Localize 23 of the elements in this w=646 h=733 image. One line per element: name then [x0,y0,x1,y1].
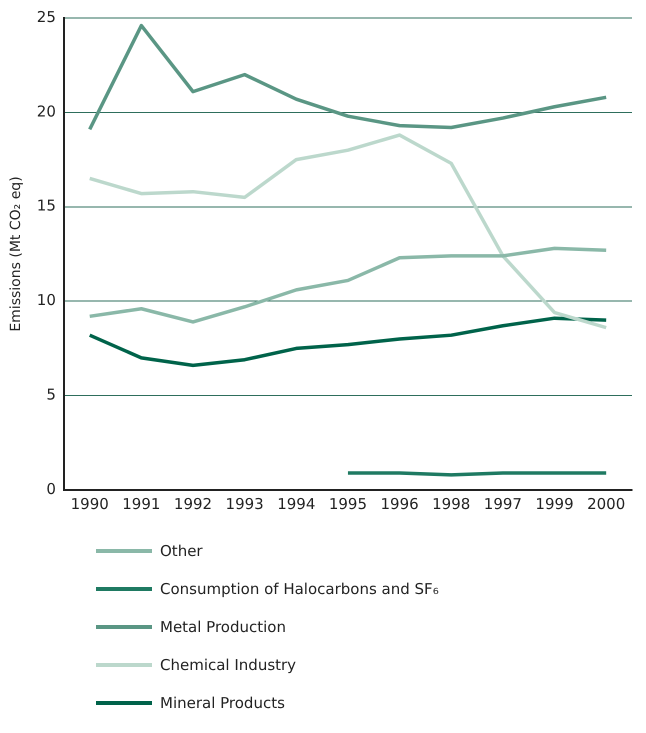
x-tick-label: 1999 [535,494,574,513]
x-tick-label: 1998 [432,494,470,513]
x-tick-label: 1995 [328,494,368,513]
legend-label: Chemical Industry [160,656,296,674]
y-tick-label: 0 [46,480,56,498]
legend-label: Metal Production [160,618,286,636]
legend-label: Other [160,542,203,560]
legend-label: Mineral Products [160,694,285,712]
y-tick-label: 10 [36,291,56,310]
x-tick-label: 1991 [122,494,160,513]
y-tick-label: 5 [46,385,56,404]
x-tick-label: 1993 [226,494,264,513]
x-tick-label: 2000 [587,494,626,513]
y-tick-label: 20 [36,102,56,120]
x-tick-label: 1992 [174,494,212,513]
x-tick-label: 1997 [484,494,522,513]
y-axis-title: Emissions (Mt CO₂ eq) [8,176,24,332]
x-tick-label: 1996 [380,494,419,513]
x-tick-label: 1994 [277,494,316,513]
y-tick-label: 25 [36,8,56,26]
y-tick-label: 15 [36,196,56,215]
legend-label: Consumption of Halocarbons and SF₆ [160,580,439,598]
x-tick-label: 1990 [70,494,109,513]
